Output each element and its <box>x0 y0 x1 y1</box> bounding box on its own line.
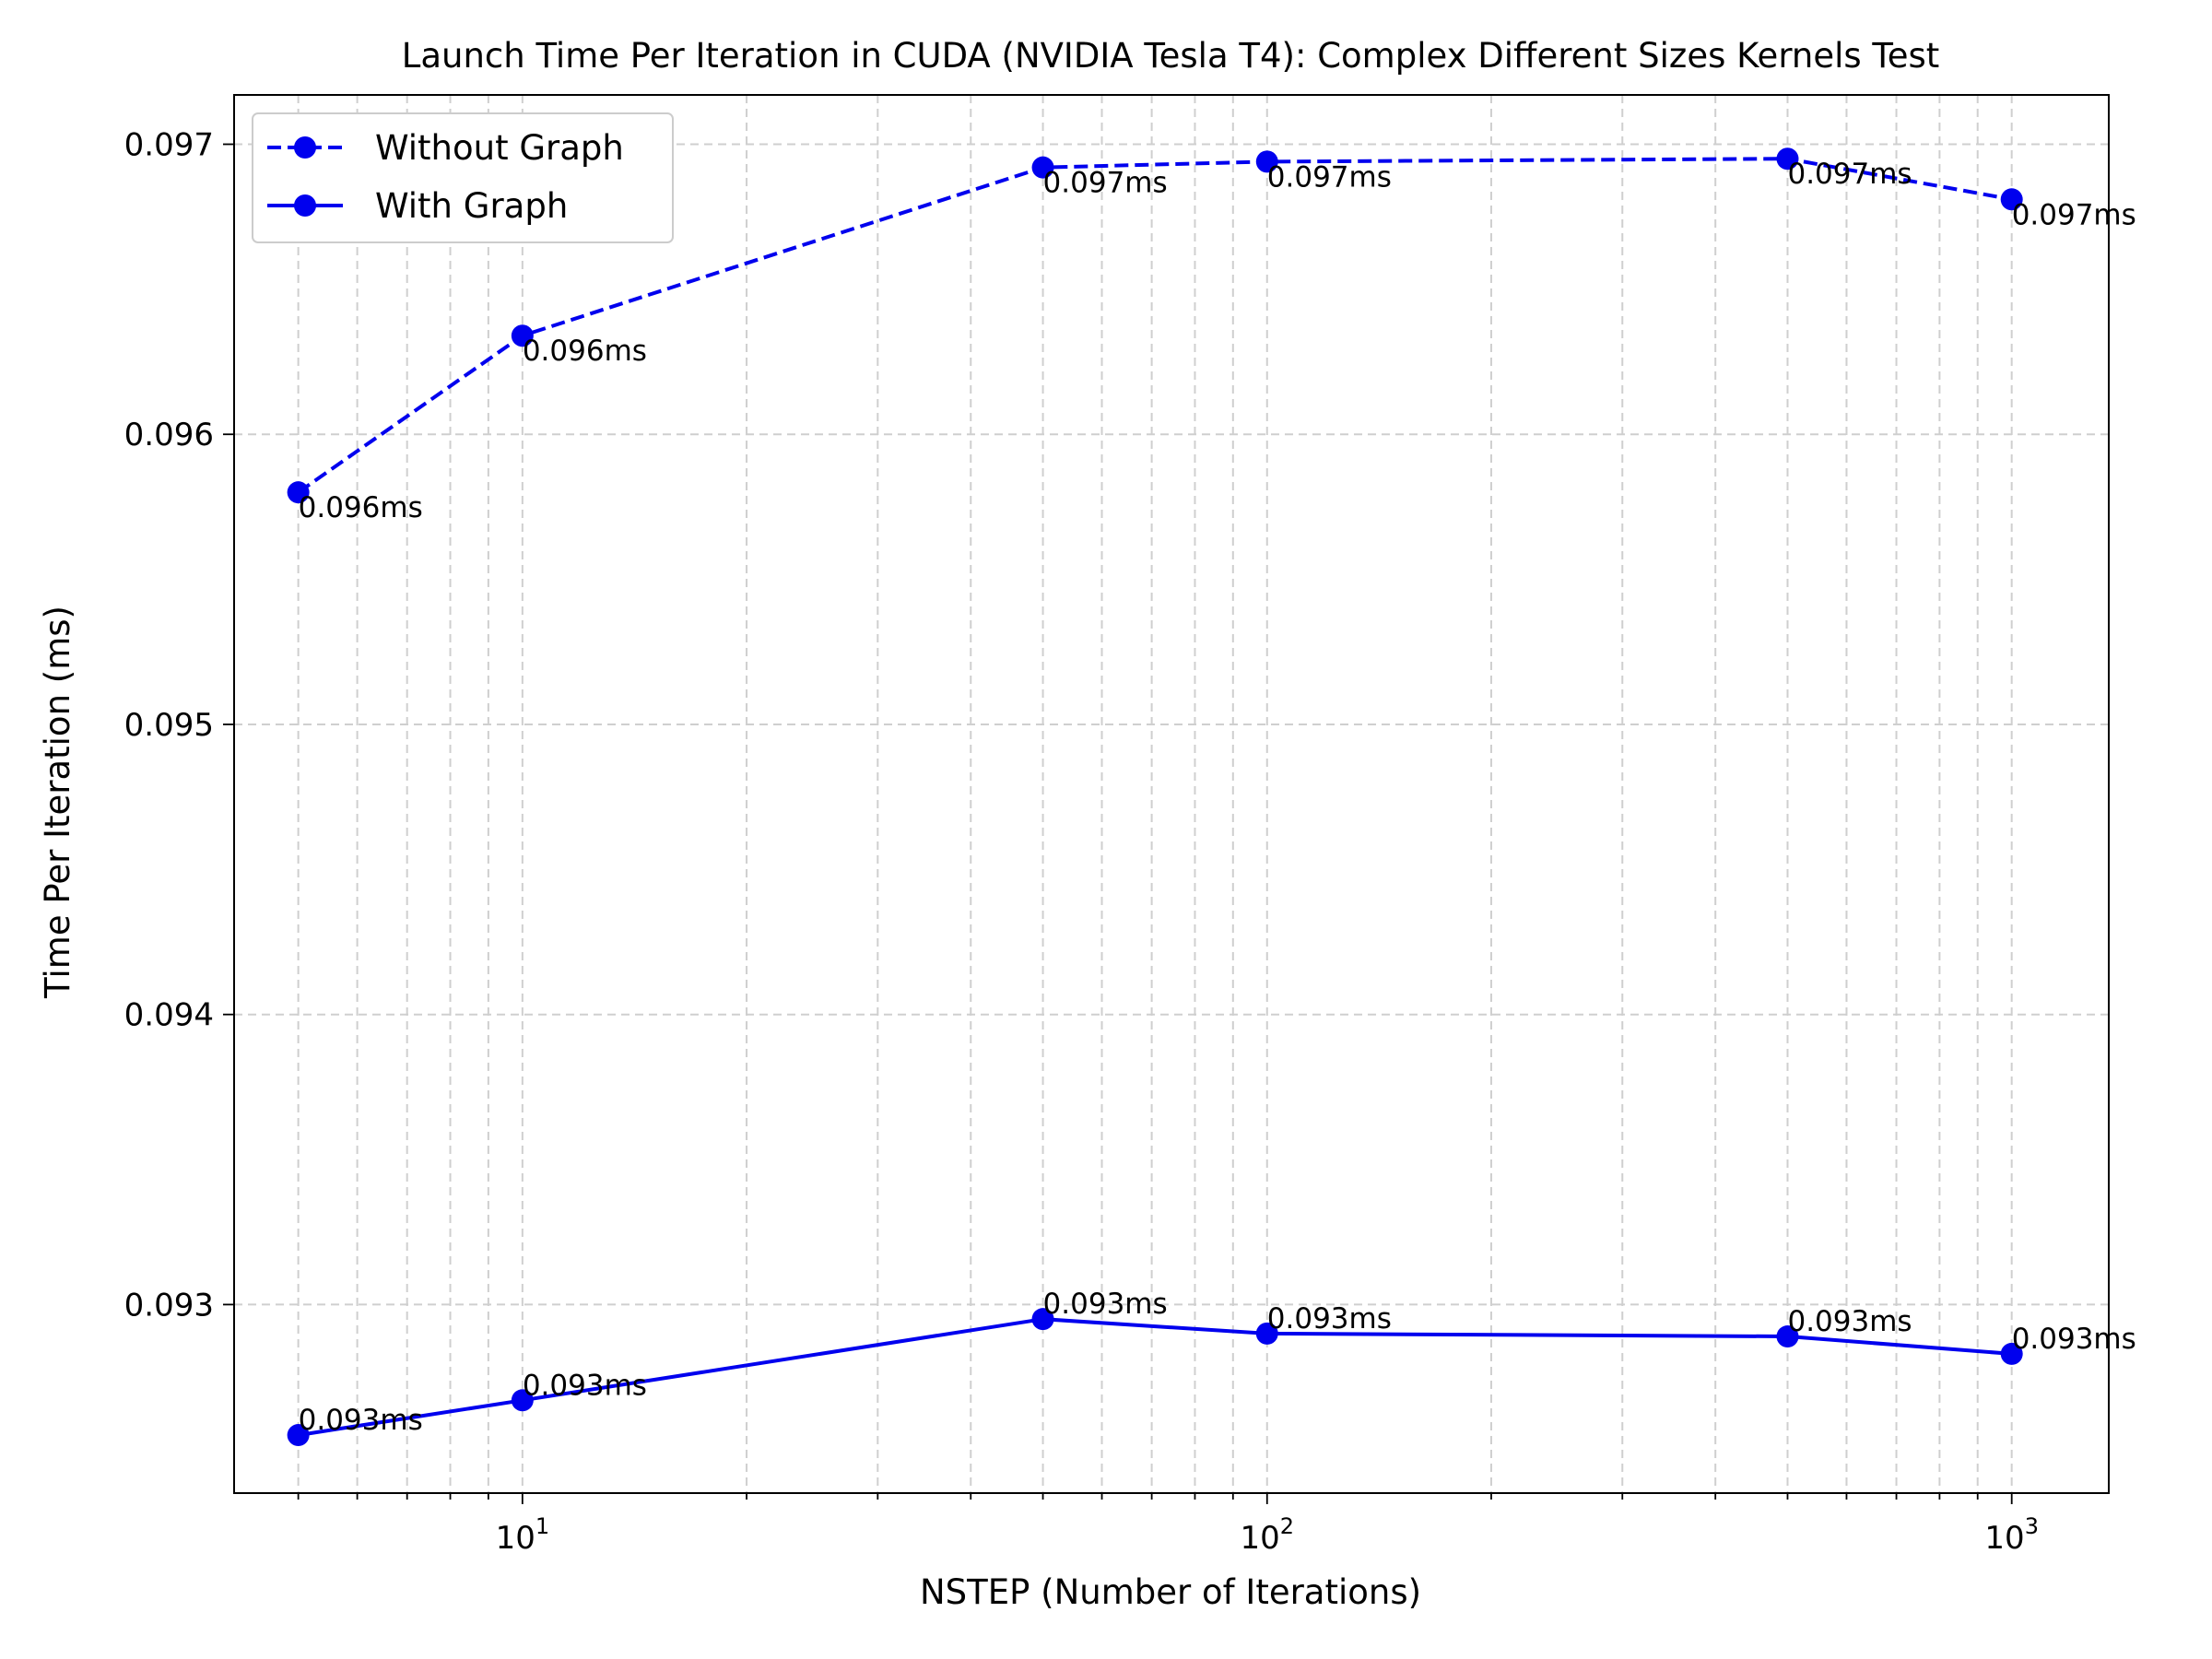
data-label: 0.097ms <box>1043 167 1168 200</box>
series-layer <box>287 147 2023 1447</box>
data-label: 0.096ms <box>523 335 647 368</box>
data-label: 0.093ms <box>2012 1323 2136 1356</box>
legend-label-without-graph: Without Graph <box>375 128 624 168</box>
x-tick-label: 103 <box>1984 1513 2039 1557</box>
data-label: 0.093ms <box>299 1404 423 1437</box>
without-graph-point <box>2000 188 2023 211</box>
without-graph-point <box>1776 147 1799 171</box>
data-label: 0.097ms <box>2012 198 2136 231</box>
legend-marker-without-graph <box>294 136 316 159</box>
without-graph-point <box>287 481 310 504</box>
without-graph-point <box>511 324 534 347</box>
data-label: 0.097ms <box>1267 160 1392 194</box>
series-without-graph <box>287 147 2023 504</box>
with-graph-point <box>511 1389 534 1412</box>
without-graph-point <box>1031 156 1054 179</box>
with-graph-point <box>2000 1342 2023 1365</box>
y-axis-label: Time Per Iteration (ms) <box>38 606 77 999</box>
with-graph-point <box>287 1424 310 1447</box>
legend-box <box>252 112 674 243</box>
with-graph-point <box>1031 1308 1054 1331</box>
chart-title: Launch Time Per Iteration in CUDA (NVIDI… <box>402 36 1940 76</box>
data-label: 0.093ms <box>1267 1302 1392 1335</box>
without-graph-line <box>297 157 2013 494</box>
data-label: 0.096ms <box>299 491 423 524</box>
data-label: 0.093ms <box>523 1369 647 1402</box>
data-label: 0.093ms <box>1043 1288 1168 1321</box>
without-graph-point <box>1255 150 1278 173</box>
x-tick-label: 102 <box>1240 1513 1294 1557</box>
with-graph-point <box>1255 1322 1278 1345</box>
y-tick-label: 0.095 <box>124 707 214 744</box>
data-label: 0.097ms <box>1787 158 1912 191</box>
y-tick-label: 0.097 <box>124 127 214 164</box>
x-tick-label: 101 <box>496 1513 550 1557</box>
legend: Without Graph With Graph <box>252 112 674 243</box>
plot-area-frame <box>233 94 2110 1494</box>
x-axis-label: NSTEP (Number of Iterations) <box>920 1572 1421 1612</box>
y-tick-label: 0.096 <box>124 417 214 453</box>
legend-label-with-graph: With Graph <box>375 186 568 226</box>
data-labels-layer: 0.096ms 0.096ms 0.097ms 0.097ms 0.097ms 0.097… <box>299 158 2136 1437</box>
with-graph-line <box>298 1317 2012 1438</box>
y-tick-label: 0.094 <box>124 997 214 1034</box>
y-tick-label: 0.093 <box>124 1287 214 1324</box>
series-with-graph <box>287 1308 2023 1447</box>
with-graph-point <box>1776 1325 1799 1348</box>
data-label: 0.093ms <box>1787 1305 1912 1338</box>
axis-ticks: 101 102 103 0.093 0.094 0.095 0.096 0.097 <box>124 127 2039 1557</box>
legend-marker-with-graph <box>294 194 316 217</box>
